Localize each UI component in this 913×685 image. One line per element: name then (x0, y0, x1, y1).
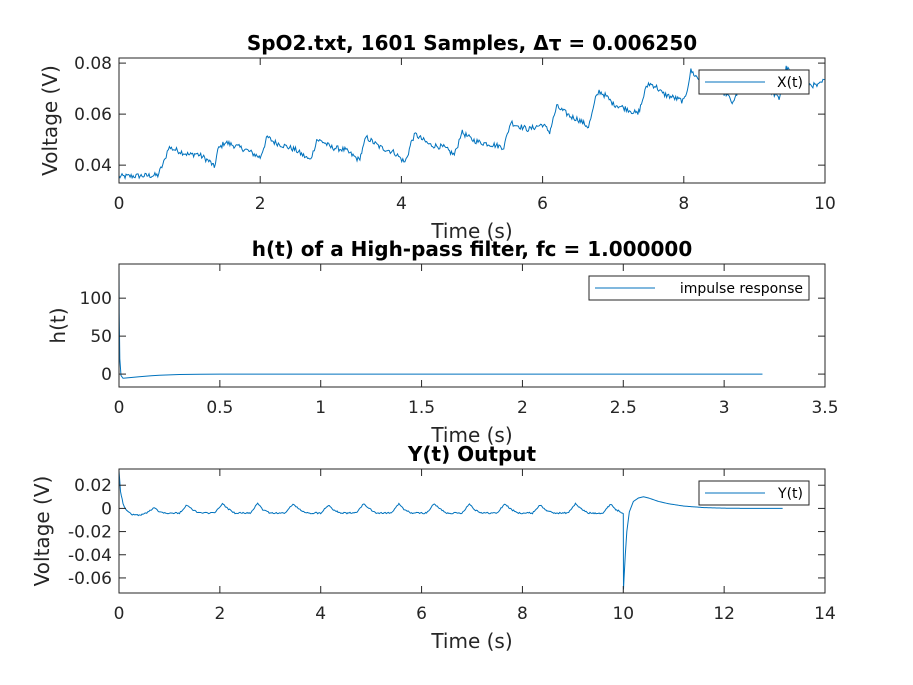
x-axis-label: Time (s) (430, 423, 512, 447)
legend-entry-1: X(t) (777, 75, 803, 91)
y-tick-label: -0.02 (68, 523, 112, 543)
y-axis-label: Voltage (V) (38, 65, 62, 176)
series-line-1 (119, 470, 783, 590)
x-tick-label: 3 (719, 398, 730, 418)
y-tick-label: 0 (101, 365, 112, 385)
x-tick-label: 3.5 (811, 398, 838, 418)
x-tick-label: 0 (114, 194, 125, 214)
legend: Y(t) (698, 480, 810, 506)
axes-box (118, 263, 826, 388)
series-line-1 (119, 264, 763, 379)
subplot-2: 0 0.5 1 1.5 2 2.5 3 3.5 0 50 100 h(t) of a High-pas… (46, 237, 839, 447)
chart-title: h(t) of a High-pass filter, fc = 1.00000… (252, 237, 692, 261)
y-tick-label: 0.06 (74, 105, 112, 125)
subplot-3: 0 2 4 6 8 10 12 14 -0.06 -0.04 -0.02 0 0.02 Y(t) Outp… (30, 442, 836, 653)
x-tick-label: 2 (255, 194, 266, 214)
legend: X(t) (698, 69, 810, 95)
subplot-1: 0 2 4 6 8 10 0.04 0.06 0.08 SpO2.txt, 1601 Sample… (38, 31, 836, 243)
axes-box (118, 57, 826, 184)
x-tick-label: 6 (537, 194, 548, 214)
x-tick-label: 0 (114, 604, 125, 624)
y-axis-label: Voltage (V) (30, 476, 54, 587)
x-tick-label: 12 (713, 604, 735, 624)
x-tick-label: 6 (416, 604, 427, 624)
x-tick-label: 0.5 (206, 398, 233, 418)
x-tick-label: 2 (517, 398, 528, 418)
x-tick-label: 10 (814, 194, 836, 214)
y-tick-label: 0.08 (74, 54, 112, 74)
legend-entry-1: impulse response (680, 281, 803, 297)
x-tick-label: 8 (517, 604, 528, 624)
legend: impulse response (588, 275, 810, 301)
x-tick-label: 4 (396, 194, 407, 214)
chart-title: Y(t) Output (407, 442, 537, 466)
x-tick-label: 10 (612, 604, 634, 624)
x-axis-label: Time (s) (430, 629, 512, 653)
y-tick-label: -0.04 (68, 546, 112, 566)
x-tick-label: 4 (315, 604, 326, 624)
axes-box (118, 468, 826, 594)
y-tick-label: 0.04 (74, 156, 112, 176)
y-axis-label: h(t) (46, 307, 70, 343)
y-tick-label: 0 (101, 499, 112, 519)
x-tick-label: 0 (114, 398, 125, 418)
chart-title: SpO2.txt, 1601 Samples, Δτ = 0.006250 (247, 31, 697, 55)
x-tick-label: 2 (214, 604, 225, 624)
y-tick-label: 50 (90, 327, 112, 347)
legend-entry-1: Y(t) (777, 486, 803, 502)
x-tick-label: 8 (678, 194, 689, 214)
x-tick-label: 1.5 (408, 398, 435, 418)
x-tick-label: 1 (315, 398, 326, 418)
x-axis-label: Time (s) (430, 219, 512, 243)
x-tick-label: 14 (814, 604, 836, 624)
y-tick-label: 0.02 (74, 476, 112, 496)
x-tick-label: 2.5 (610, 398, 637, 418)
y-tick-label: -0.06 (68, 569, 112, 589)
y-tick-label: 100 (80, 289, 112, 309)
